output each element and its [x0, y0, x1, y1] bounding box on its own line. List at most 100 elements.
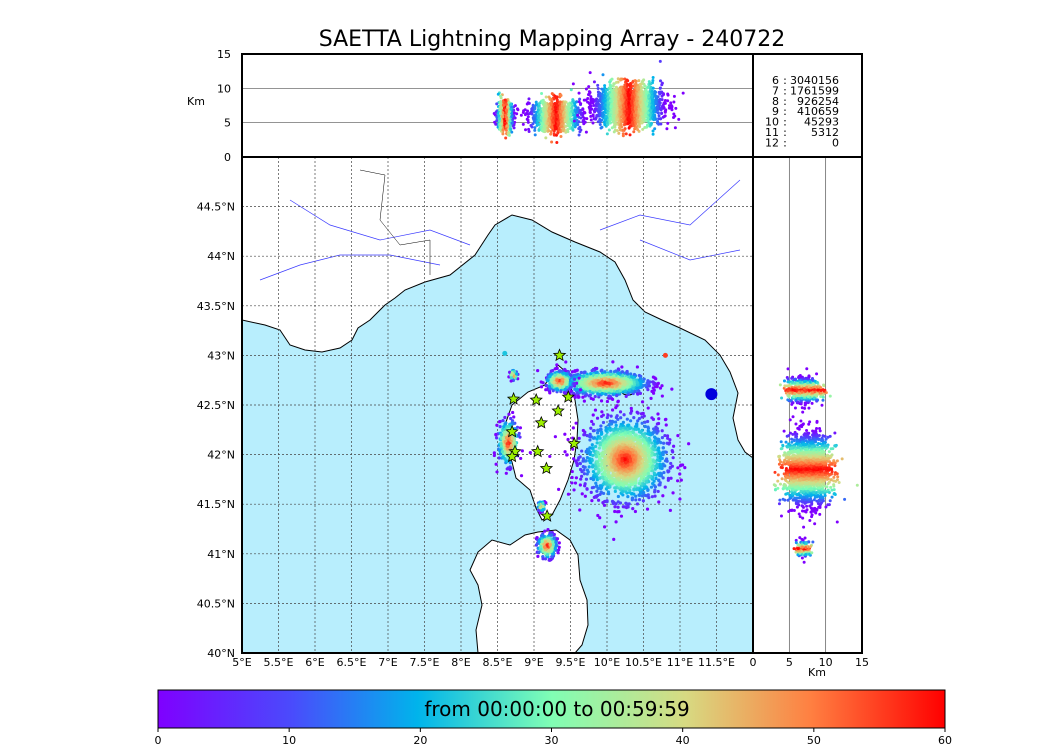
- top-lightning-point: [588, 111, 592, 115]
- top-lightning-point: [501, 103, 505, 107]
- lightning-point: [585, 487, 589, 491]
- top-lightning-point: [587, 85, 591, 89]
- lightning-point: [633, 469, 637, 473]
- lightning-point: [645, 494, 649, 498]
- top-lightning-point: [497, 117, 501, 121]
- lightning-point: [620, 442, 624, 446]
- top-lightning-point: [593, 107, 597, 111]
- lightning-point: [656, 421, 661, 426]
- lightning-point: [626, 504, 630, 508]
- lightning-point: [669, 461, 673, 466]
- lightning-point: [650, 416, 654, 420]
- top-lightning-point: [533, 126, 537, 130]
- top-lightning-point: [508, 124, 512, 128]
- lightning-point: [606, 492, 611, 496]
- top-lightning-point: [659, 79, 663, 83]
- top-lightning-point: [628, 133, 632, 137]
- top-lightning-point: [621, 104, 625, 108]
- top-lightning-point: [631, 105, 635, 109]
- lightning-point: [626, 494, 630, 499]
- lightning-point: [629, 406, 633, 411]
- lightning-point: [634, 433, 638, 437]
- top-lightning-point: [635, 99, 639, 103]
- lightning-point: [642, 434, 646, 438]
- top-lightning-point: [604, 114, 608, 118]
- top-lightning-point: [570, 118, 574, 122]
- top-lightning-point: [549, 103, 553, 107]
- lightning-point: [640, 415, 644, 419]
- top-lightning-point: [620, 115, 624, 119]
- top-lightning-point: [567, 122, 571, 126]
- lightning-point: [591, 429, 596, 433]
- lightning-point: [603, 472, 607, 477]
- top-lightning-point: [544, 95, 548, 99]
- lightning-point: [678, 497, 682, 501]
- top-lightning-point: [620, 118, 624, 122]
- lightning-point: [583, 494, 587, 498]
- lightning-point: [651, 481, 655, 486]
- top-lightning-point: [644, 103, 648, 107]
- lightning-point: [636, 411, 640, 415]
- top-lightning-point: [579, 128, 583, 132]
- lightning-point: [668, 508, 672, 512]
- lightning-point: [637, 498, 642, 502]
- top-lightning-point: [540, 101, 544, 105]
- top-lightning-point: [497, 114, 501, 118]
- lightning-point: [622, 413, 626, 417]
- top-lightning-point: [587, 92, 591, 96]
- top-lightning-point: [510, 130, 514, 134]
- top-lightning-point: [608, 85, 612, 89]
- top-lightning-point: [532, 110, 536, 114]
- top-lightning-point: [660, 111, 664, 115]
- top-lightning-point: [577, 120, 581, 124]
- top-lightning-point: [585, 117, 589, 121]
- lightning-point: [613, 486, 618, 490]
- top-lightning-point: [625, 111, 629, 115]
- lightning-point: [655, 431, 659, 435]
- top-lightning-point: [650, 121, 654, 125]
- lightning-point: [566, 492, 571, 496]
- lightning-point: [652, 471, 656, 475]
- lightning-point: [656, 439, 660, 443]
- lightning-point: [625, 417, 629, 421]
- top-lightning-point: [646, 116, 650, 120]
- top-lightning-point: [659, 117, 663, 121]
- top-lightning-point: [672, 100, 676, 104]
- lightning-point: [620, 462, 624, 466]
- map-panel: 5°E 5.5°E 6°E 6.5°E 7°E 7.5°E 8°E 8.5°E 9°E 9.5°E…: [197, 156, 754, 669]
- top-lightning-point: [654, 97, 658, 101]
- lightning-point: [678, 472, 682, 476]
- top-lightning-point: [510, 114, 514, 118]
- top-lightning-point: [629, 113, 633, 117]
- lightning-point: [600, 485, 604, 489]
- top-lightning-point: [538, 110, 542, 114]
- lightning-point: [593, 444, 598, 449]
- lightning-point: [637, 481, 642, 486]
- lightning-point: [654, 464, 658, 468]
- lightning-point: [590, 419, 594, 424]
- lightning-point: [599, 424, 603, 428]
- top-lightning-point: [639, 97, 643, 101]
- lightning-point: [649, 485, 654, 489]
- top-lightning-point: [573, 102, 577, 106]
- top-lightning-point: [651, 101, 655, 105]
- lightning-point: [666, 478, 670, 482]
- lightning-point: [578, 467, 583, 472]
- top-lightning-point: [674, 106, 678, 110]
- top-lightning-point: [647, 103, 651, 107]
- top-lightning-point: [598, 113, 602, 117]
- lightning-point: [610, 408, 615, 412]
- top-lightning-point: [618, 128, 622, 132]
- lightning-point: [621, 428, 625, 433]
- top-lightning-point: [569, 88, 573, 92]
- top-lightning-point: [636, 86, 640, 90]
- lightning-point: [593, 408, 598, 412]
- lightning-point: [589, 490, 593, 494]
- top-lightning-point: [623, 83, 627, 87]
- lightning-point: [681, 463, 685, 467]
- top-lightning-point: [495, 102, 499, 106]
- lightning-point: [639, 452, 643, 456]
- lightning-point: [596, 450, 600, 455]
- lightning-point: [660, 429, 664, 433]
- lightning-point: [635, 502, 640, 506]
